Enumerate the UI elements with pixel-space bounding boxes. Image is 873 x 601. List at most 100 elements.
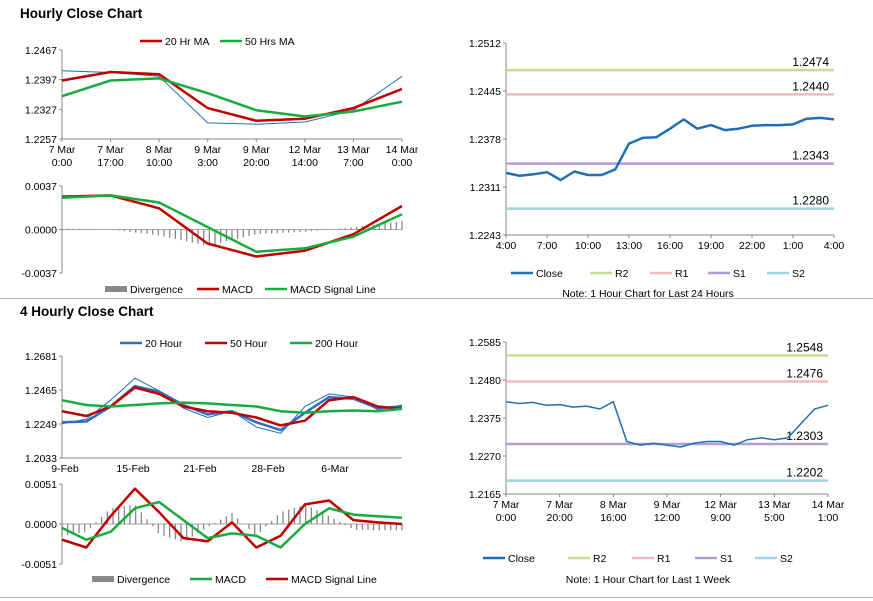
hourly-price-y-tick-label: 1.2257 [25, 134, 57, 146]
hourly-price-x-tick-label: 7 Mar [97, 144, 124, 156]
hourly-price-y-tick-label: 1.2397 [25, 75, 57, 87]
four-hourly-levels-note: Note: 1 Hour Chart for Last 1 Week [566, 574, 731, 586]
hourly-price-legend-label: 20 Hr MA [165, 36, 209, 48]
hourly-levels-x-tick-label: 4:00 [824, 240, 845, 252]
hourly-levels-y-tick-label: 1.2512 [469, 38, 501, 50]
four-hourly-price-legend-label: 200 Hour [315, 338, 359, 350]
hourly-levels-y-tick-label: 1.2243 [469, 230, 501, 242]
four-hourly-levels-y-tick-label: 1.2480 [469, 375, 501, 387]
hourly-price-y-tick-label: 1.2467 [25, 45, 57, 57]
four-hourly-levels-x-tick-label: 9 Mar [654, 499, 681, 511]
four-hourly-levels-x-tick-label: 13 Mar [758, 499, 791, 511]
four-hourly-levels-legend-label: S2 [780, 553, 793, 565]
four-hourly-price-series-50-hour [61, 386, 403, 427]
four-hourly-levels-x-tick-label: 12:00 [654, 512, 680, 524]
hourly-levels-x-tick-label: 10:00 [575, 240, 601, 252]
four-hourly-levels-legend-label: S1 [720, 553, 733, 565]
hourly-levels-x-tick-label: 16:00 [657, 240, 683, 252]
four-hourly-price-y-tick-label: 1.2465 [25, 385, 57, 397]
hourly-price-x-tick-label: 20:00 [243, 157, 269, 169]
bottom-separator [0, 597, 873, 598]
four-hourly-price-x-tick-label: 6-Mar [321, 463, 349, 475]
four-hourly-price-x-tick-label: 28-Feb [251, 463, 284, 475]
hourly-levels-y-tick-label: 1.2445 [469, 86, 501, 98]
four-hourly-levels-x-tick-label: 12 Mar [704, 499, 737, 511]
hourly-levels-x-tick-label: 1:00 [783, 240, 804, 252]
hourly-levels-note: Note: 1 Hour Chart for Last 24 Hours [562, 288, 734, 300]
hourly-price-x-tick-label: 17:00 [97, 157, 123, 169]
four-hourly-section-title: 4 Hourly Close Chart [20, 304, 154, 319]
hourly-levels-level-label-r2: 1.2474 [792, 55, 829, 69]
hourly-price-x-tick-label: 8 Mar [146, 144, 173, 156]
four-hourly-levels-level-label-s1: 1.2303 [786, 429, 823, 443]
four-hourly-levels-x-tick-label: 0:00 [496, 512, 517, 524]
hourly-price-x-tick-label: 14:00 [292, 157, 318, 169]
four-hourly-levels-y-tick-label: 1.2375 [469, 413, 501, 425]
four-hourly-levels-x-tick-label: 1:00 [818, 512, 839, 524]
four-hourly-levels-level-label-r2: 1.2548 [786, 340, 823, 354]
four-hourly-levels-level-label-s2: 1.2202 [786, 466, 823, 480]
four-hourly-price-series-200-hour [61, 398, 403, 415]
hourly-price-x-tick-label: 14 Mar [386, 144, 419, 156]
hourly-price-series-20-hr-ma [61, 70, 403, 123]
four-hourly-macd-legend-label: MACD Signal Line [291, 574, 377, 586]
four-hourly-macd-y-tick-label: 0.0000 [25, 519, 57, 531]
hourly-levels-x-tick-label: 7:00 [537, 240, 558, 252]
four-hourly-levels-x-tick-label: 7 Mar [493, 499, 520, 511]
four-hourly-levels-y-tick-label: 1.2270 [469, 451, 501, 463]
hourly-levels-legend-label: S1 [733, 268, 746, 280]
four-hourly-price-x-tick-label: 21-Feb [183, 463, 216, 475]
four-hourly-price-series-20-hour [61, 384, 403, 432]
hourly-levels-y-tick-label: 1.2311 [470, 182, 501, 194]
hourly-levels-legend-label: S2 [792, 268, 805, 280]
hourly-levels-x-tick-label: 19:00 [698, 240, 724, 252]
four-hourly-levels-series-close [505, 400, 829, 448]
four-hourly-levels-x-tick-label: 5:00 [764, 512, 785, 524]
four-hourly-price-y-tick-label: 1.2249 [25, 419, 57, 431]
hourly-levels-level-label-r1: 1.2440 [792, 79, 829, 93]
four-hourly-levels-x-tick-label: 7 Mar [546, 499, 573, 511]
four-hourly-macd-legend-label: MACD [215, 574, 246, 586]
section-separator [0, 298, 873, 299]
hourly-price-x-tick-label: 0:00 [392, 157, 413, 169]
four-hourly-macd-y-tick-label: -0.0051 [21, 559, 57, 571]
hourly-macd-legend-label: MACD [222, 284, 253, 296]
hourly-levels-y-tick-label: 1.2378 [469, 134, 501, 146]
hourly-macd-y-tick-label: 0.0000 [25, 225, 57, 237]
hourly-price-x-tick-label: 12 Mar [289, 144, 322, 156]
hourly-levels-x-tick-label: 22:00 [739, 240, 765, 252]
hourly-macd-series-macd-signal-line [61, 194, 403, 254]
four-hourly-price-y-tick-label: 1.2033 [25, 453, 57, 465]
four-hourly-levels-legend-label: R2 [593, 553, 607, 565]
hourly-price-series-50-hrs-ma [61, 77, 403, 118]
hourly-section-title: Hourly Close Chart [20, 6, 143, 21]
four-hourly-levels-legend-label: Close [508, 553, 535, 565]
hourly-macd-legend-label: Divergence [130, 284, 183, 296]
hourly-macd-legend-label: MACD Signal Line [290, 284, 376, 296]
hourly-price-x-tick-label: 3:00 [197, 157, 218, 169]
hourly-levels-x-tick-label: 4:00 [496, 240, 517, 252]
four-hourly-macd-y-tick-label: 0.0051 [25, 479, 57, 491]
four-hourly-price-y-tick-label: 1.2681 [25, 351, 57, 363]
hourly-macd-legend-swatch [105, 286, 127, 292]
hourly-levels-level-label-s2: 1.2280 [792, 194, 829, 208]
hourly-price-x-tick-label: 7 Mar [49, 144, 76, 156]
four-hourly-price-x-tick-label: 9-Feb [51, 463, 79, 475]
four-hourly-macd-series-macd-signal-line [61, 500, 403, 549]
four-hourly-macd-legend-label: Divergence [117, 574, 170, 586]
four-hourly-levels-y-tick-label: 1.2165 [469, 489, 501, 501]
four-hourly-macd-legend-swatch [92, 576, 114, 582]
four-hourly-levels-legend-label: R1 [657, 553, 671, 565]
hourly-levels-legend-label: R2 [615, 268, 629, 280]
four-hourly-price-legend-label: 20 Hour [145, 338, 183, 350]
hourly-levels-level-label-s1: 1.2343 [792, 149, 829, 163]
four-hourly-price-legend-label: 50 Hour [230, 338, 268, 350]
hourly-macd-series-macd [61, 194, 403, 258]
four-hourly-levels-level-label-r1: 1.2476 [786, 366, 823, 380]
hourly-price-x-tick-label: 10:00 [146, 157, 172, 169]
four-hourly-levels-x-tick-label: 8 Mar [600, 499, 627, 511]
hourly-price-series-close [61, 70, 403, 125]
hourly-price-x-tick-label: 9 Mar [194, 144, 221, 156]
hourly-levels-x-tick-label: 13:00 [616, 240, 642, 252]
